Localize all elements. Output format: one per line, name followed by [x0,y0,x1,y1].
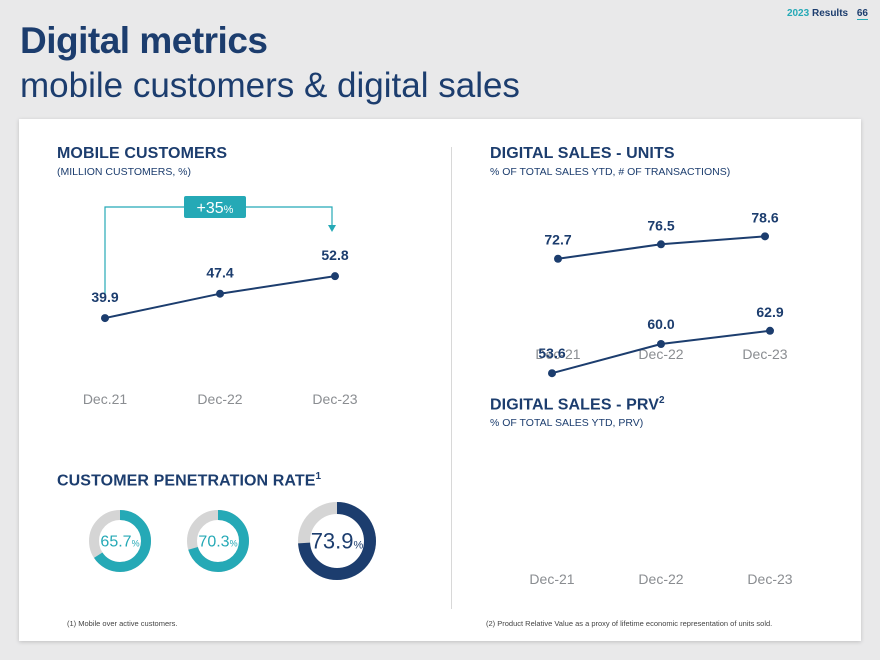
page-title: Digital metrics [20,20,268,61]
mobile-category-label-3: Dec-23 [312,391,357,407]
column-divider [451,147,452,609]
penetration-title-text: CUSTOMER PENETRATION RATE [57,472,316,490]
slide-badge: 2023 Results 66 [786,8,868,20]
digital-prv-title-sup: 2 [659,395,665,406]
units-category-label-1: Dec-21 [535,346,580,362]
prv-data-label-3: 62.9 [756,304,783,320]
units-category-label-3: Dec-23 [742,346,787,362]
penetration-donuts: 65.7% 70.3% 73.9% [89,502,376,580]
donut-value-1: 65.7% [100,534,139,551]
prv-data-label-2: 60.0 [647,316,674,332]
prv-point-2 [657,340,665,348]
mobile-point-1 [101,314,109,323]
units-category-label-2: Dec-22 [638,346,683,362]
donut-fill-1 [89,510,151,572]
digital-prv-title: DIGITAL SALES - PRV2 [490,395,665,414]
growth-badge [184,196,246,218]
prv-category-label-2: Dec-22 [638,571,683,587]
mobile-data-label-1: 39.9 [91,289,118,305]
units-data-label-3: 78.6 [751,209,778,225]
growth-badge-text: +35% [197,200,234,217]
penetration-title: CUSTOMER PENETRATION RATE1 [57,471,321,490]
units-point-1 [554,254,562,263]
donut-fill-2 [187,510,249,572]
prv-category-label-1: Dec-21 [529,571,574,587]
footnote-right: (2) Product Relative Value as a proxy of… [486,619,773,628]
page-subtitle: mobile customers & digital sales [20,66,520,105]
units-point-2 [657,240,665,249]
units-data-label-2: 76.5 [647,217,674,233]
prv-point-1 [548,369,556,378]
footnote-left: (1) Mobile over active customers. [67,619,178,628]
units-point-3 [761,232,769,241]
mobile-point-2 [216,289,224,298]
digital-units-subtitle: % OF TOTAL SALES YTD, # OF TRANSACTIONS) [490,166,731,178]
mobile-data-label-2: 47.4 [206,265,233,281]
growth-bracket-arrow [328,225,336,232]
donut-fill-3 [298,502,376,580]
mobile-customers-title: MOBILE CUSTOMERS [57,145,228,162]
prv-category-label-3: Dec-23 [747,571,792,587]
graphics-layer: +35% 39.9 Dec.21 47.4 Dec-22 52.8 Dec-23 72.7… [83,196,793,587]
growth-bracket: +35% [104,196,336,294]
page-number: 66 [856,8,868,20]
mobile-category-label-1: Dec.21 [83,391,128,407]
mobile-point-3 [331,272,339,281]
digital-units-title: DIGITAL SALES - UNITS [490,145,675,162]
mobile-data-label-3: 52.8 [321,247,348,263]
mobile-customers-chart: 39.9 Dec.21 47.4 Dec-22 52.8 Dec-23 [83,247,358,407]
digital-units-chart: 72.7 Dec-21 76.5 Dec-22 78.6 Dec-23 [535,209,787,362]
donut-value-2: 70.3% [198,534,237,551]
mobile-category-label-2: Dec-22 [197,391,242,407]
prv-data-label-1: 53.6 [538,345,565,361]
prv-point-3 [766,326,774,335]
digital-prv-title-text: DIGITAL SALES - PRV [490,396,660,414]
badge-year: 2023 [786,8,810,19]
mobile-customers-subtitle: (MILLION CUSTOMERS, %) [57,166,191,178]
donut-value-3: 73.9% [311,529,364,554]
units-data-label-1: 72.7 [544,232,571,248]
badge-results: Results [811,8,849,19]
metrics-card: MOBILE CUSTOMERS (MILLION CUSTOMERS, %) … [19,119,861,641]
penetration-title-sup: 1 [315,471,322,482]
digital-prv-subtitle: % OF TOTAL SALES YTD, PRV) [490,417,644,429]
